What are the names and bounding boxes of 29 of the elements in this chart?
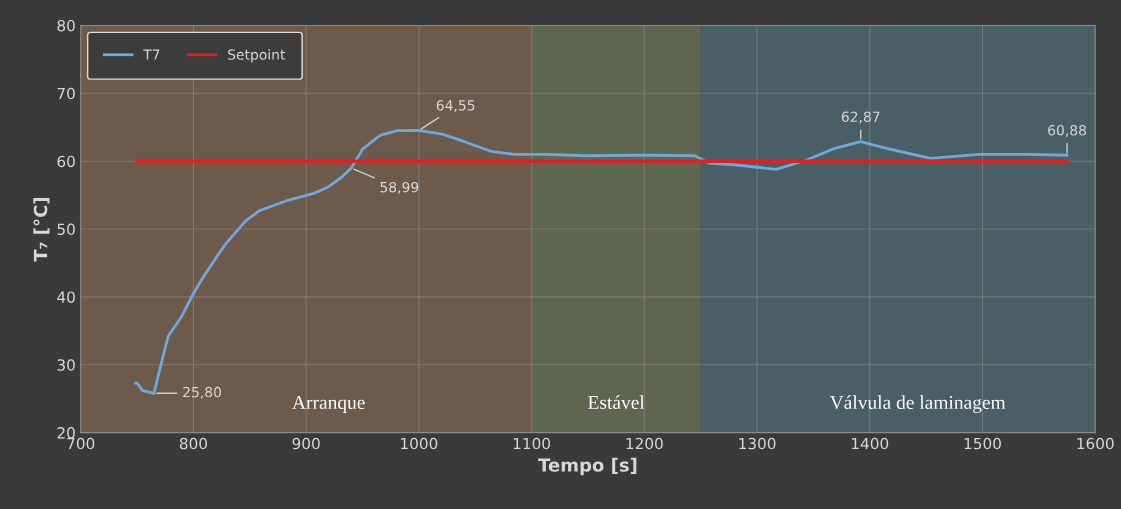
band-label: Estável xyxy=(588,395,645,410)
y-tick-label: 20 xyxy=(57,427,75,439)
band-label: Válvula de laminagem xyxy=(829,395,1006,413)
x-axis-title: Tempo [s] xyxy=(538,457,637,476)
x-tick-label: 1100 xyxy=(513,437,551,450)
x-tick-label: 700 xyxy=(67,437,95,450)
x-tick-label: 1000 xyxy=(401,437,438,450)
x-tick-label: 900 xyxy=(292,437,320,450)
x-tick-label: 1400 xyxy=(852,437,889,450)
annotation: 60,88 xyxy=(1048,124,1086,137)
x-tick-label: 1200 xyxy=(626,437,663,450)
y-tick-label: 60 xyxy=(57,155,75,168)
band-label: Arranque xyxy=(292,395,365,413)
y-tick-label: 30 xyxy=(57,359,75,371)
x-tick-label: 800 xyxy=(179,437,207,450)
y-tick-label: 50 xyxy=(57,223,75,236)
y-tick-label: 70 xyxy=(57,87,75,100)
y-axis-title: T₇ [°C] xyxy=(33,197,50,262)
x-tick-label: 1500 xyxy=(964,437,1001,450)
annotation: 62,87 xyxy=(841,111,880,124)
annotation: 58,99 xyxy=(380,181,419,194)
legend-label: Setpoint xyxy=(228,49,286,63)
legend-label: T7 xyxy=(143,49,160,60)
y-tick-label: 80 xyxy=(57,19,75,32)
annotation: 64,55 xyxy=(436,100,475,112)
x-tick-label: 1300 xyxy=(739,437,776,450)
y-tick-label: 40 xyxy=(57,291,75,303)
annotation: 25,80 xyxy=(183,386,221,399)
x-tick-label: 1600 xyxy=(1077,437,1114,450)
